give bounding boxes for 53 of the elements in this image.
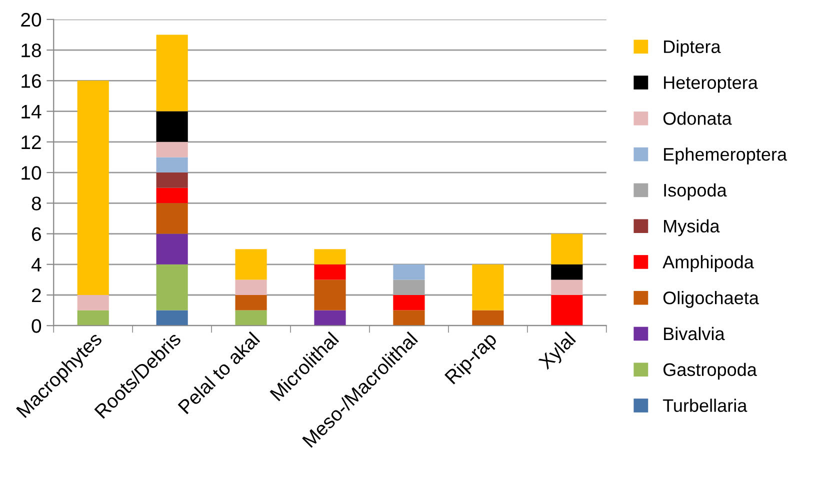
bar: [314, 310, 346, 326]
bar: [314, 264, 346, 280]
bar: [156, 34, 188, 112]
bar: [156, 111, 188, 142]
bar: [235, 295, 267, 310]
legend-label: Amphipoda: [662, 255, 754, 272]
y-tick-label: 18: [22, 44, 41, 58]
bar: [551, 264, 583, 280]
bar: [77, 80, 109, 295]
legend-label: Mysida: [664, 219, 720, 236]
bar: [393, 264, 425, 280]
y-tick-label: 4: [31, 258, 42, 272]
bar: [551, 280, 583, 295]
bar: [156, 264, 188, 310]
bar: [393, 310, 425, 326]
legend-label: Bivalvia: [664, 326, 725, 340]
bar: [472, 264, 504, 310]
bar: [235, 249, 267, 280]
y-tick-label: 8: [32, 196, 41, 210]
legend-label: Gastropoda: [663, 362, 757, 380]
bar: [314, 280, 346, 310]
y-tick-label: 0: [32, 319, 42, 333]
legend-label: Turbellaria: [662, 398, 748, 412]
y-tick-label: 14: [22, 104, 42, 118]
bar: [235, 280, 267, 295]
bar: [156, 234, 188, 264]
legend-label: Heteroptera: [664, 76, 758, 93]
y-tick-label: 6: [32, 227, 41, 242]
bar: [156, 203, 188, 234]
bar: [314, 249, 346, 264]
bar: [235, 310, 267, 326]
y-tick-label: 12: [22, 135, 41, 149]
bar: [393, 295, 425, 310]
bar: [156, 172, 188, 188]
legend-label: Isopoda: [664, 183, 727, 200]
legend-label: Diptera: [664, 40, 721, 57]
bar: [551, 295, 583, 326]
legend-label: Ephemeroptera: [664, 148, 788, 164]
bar: [551, 234, 583, 264]
y-tick-label: 16: [22, 74, 41, 88]
y-tick-label: 2: [32, 288, 41, 302]
bar: [156, 142, 188, 158]
bar: [156, 157, 188, 173]
legend-label: Odonata: [663, 112, 732, 125]
bar: [472, 310, 504, 326]
bar: [77, 295, 109, 310]
y-tick-label: 10: [22, 166, 42, 180]
legend-label: Oligochaeta: [663, 291, 759, 308]
bar: [77, 310, 109, 326]
bar: [156, 310, 188, 326]
bar: [156, 188, 188, 204]
bar: [393, 280, 425, 295]
y-tick-label: 20: [21, 12, 42, 27]
